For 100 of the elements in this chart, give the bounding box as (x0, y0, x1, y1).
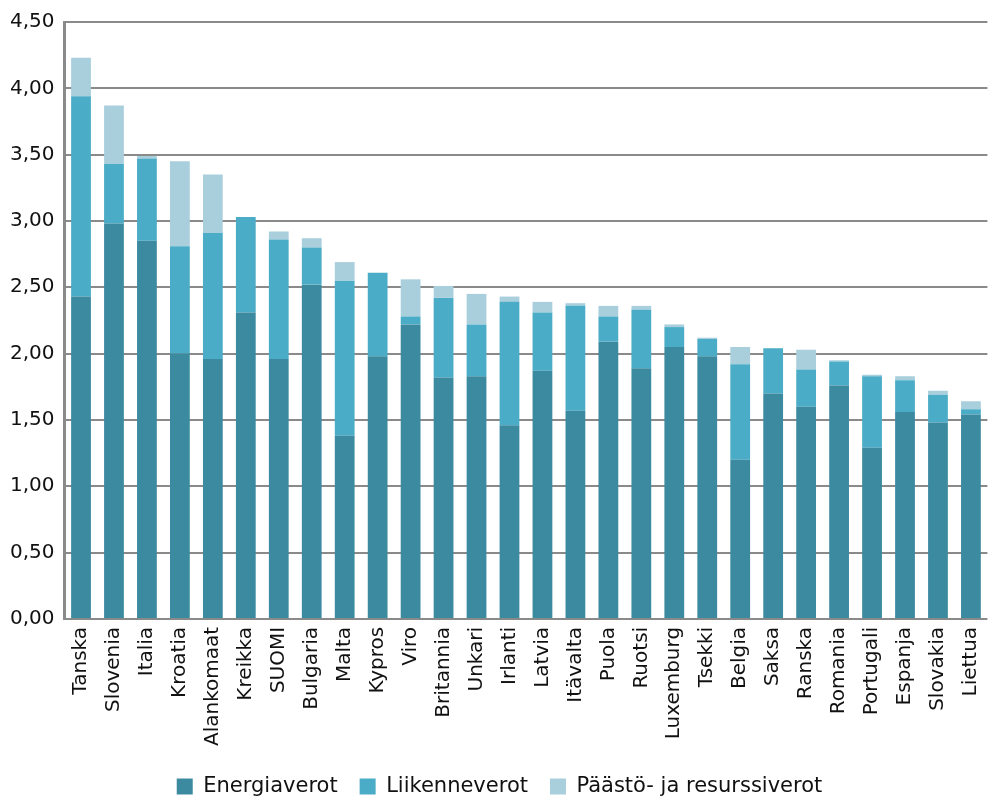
bar (499, 296, 520, 302)
bar (71, 96, 91, 297)
legend-label: Päästö- ja resurssiverot (576, 772, 823, 797)
bar (631, 368, 652, 618)
bar (170, 353, 190, 618)
x-tick-label: Slovenia (100, 626, 125, 713)
x-tick-label: Puola (594, 626, 619, 682)
bar (334, 435, 355, 618)
y-tick-label: 2,00 (10, 339, 55, 364)
bar (202, 174, 223, 233)
bar (137, 158, 157, 241)
bar (829, 385, 849, 618)
y-tick-label: 1,50 (10, 406, 55, 431)
bar (268, 358, 289, 618)
bar (499, 425, 520, 618)
bar (499, 301, 520, 426)
x-tick-label: Irlanti (495, 626, 520, 685)
bar (895, 411, 915, 618)
bar (202, 358, 223, 618)
y-tick-label: 4,50 (10, 8, 55, 33)
bar (730, 459, 751, 618)
bar (532, 312, 553, 371)
bar (598, 316, 619, 342)
x-tick-label: Alankomaat (199, 626, 224, 747)
bar (466, 324, 487, 377)
bar (400, 279, 421, 317)
bar (763, 393, 784, 618)
bar (961, 409, 981, 415)
bar (961, 414, 981, 618)
bar (598, 341, 619, 618)
bar (631, 305, 652, 310)
x-tick-label: Malta (330, 626, 355, 683)
bar (170, 161, 190, 247)
bar (862, 447, 882, 618)
bar (268, 239, 289, 359)
bar (367, 356, 388, 618)
bar (631, 309, 652, 369)
bar (400, 324, 421, 618)
x-tick-label: Kypros (363, 626, 388, 694)
y-tick-label: 3,00 (10, 207, 55, 232)
bar (796, 369, 817, 407)
bar (137, 155, 157, 159)
bar (433, 297, 454, 378)
x-tick-label: Bulgaria (297, 626, 322, 710)
bar (301, 238, 322, 248)
bar (433, 285, 454, 298)
bar (268, 231, 289, 240)
bar (829, 361, 849, 386)
legend-label: Energiaverot (203, 772, 338, 797)
bar (466, 376, 487, 618)
bar (104, 163, 124, 224)
bar (532, 370, 553, 618)
bar (137, 240, 157, 618)
bar (301, 247, 322, 285)
x-tick-label: Kroatia (166, 626, 191, 698)
y-tick-label: 4,00 (10, 74, 55, 99)
y-tick-label: 0,00 (10, 605, 55, 630)
bar (796, 406, 817, 618)
bar (104, 223, 124, 618)
x-tick-label: Belgia (726, 626, 751, 689)
x-tick-label: Italia (133, 626, 158, 677)
bar (763, 348, 784, 394)
bar (565, 410, 586, 618)
bar (862, 376, 882, 448)
legend-label: Liikenneverot (386, 772, 528, 797)
bar (565, 303, 586, 306)
x-tick-label: Unkari (462, 626, 487, 692)
bar (895, 376, 915, 381)
bar (928, 394, 948, 423)
bar (928, 422, 948, 618)
bar (730, 364, 751, 460)
bar (301, 284, 322, 618)
x-tick-label: Ranska (792, 626, 817, 700)
y-tick-label: 1,00 (10, 472, 55, 497)
x-tick-label: Espanja (891, 626, 916, 706)
bar (664, 327, 685, 347)
x-tick-label: Viro (396, 626, 421, 666)
x-tick-label: Liettua (957, 626, 982, 697)
bar (400, 316, 421, 325)
bar (466, 293, 487, 325)
x-tick-label: SUOMI (264, 626, 289, 694)
bar (202, 232, 223, 359)
x-tick-label: Slovakia (924, 626, 949, 711)
bar (697, 356, 718, 618)
bar (730, 346, 751, 365)
bar (598, 305, 619, 317)
bar (367, 272, 388, 357)
x-tick-label: Britannia (429, 626, 454, 718)
bar (104, 105, 124, 164)
bar (664, 346, 685, 618)
bar (235, 216, 256, 313)
x-tick-label: Ruotsi (627, 626, 652, 689)
x-tick-label: Saksa (759, 626, 784, 687)
bar (565, 305, 586, 411)
y-tick-label: 0,50 (10, 538, 55, 563)
bar (532, 301, 553, 313)
x-tick-label: Luxemburg (660, 626, 685, 740)
x-tick-label: Portugali (858, 626, 883, 716)
bar (235, 312, 256, 618)
y-tick-label: 2,50 (10, 273, 55, 298)
